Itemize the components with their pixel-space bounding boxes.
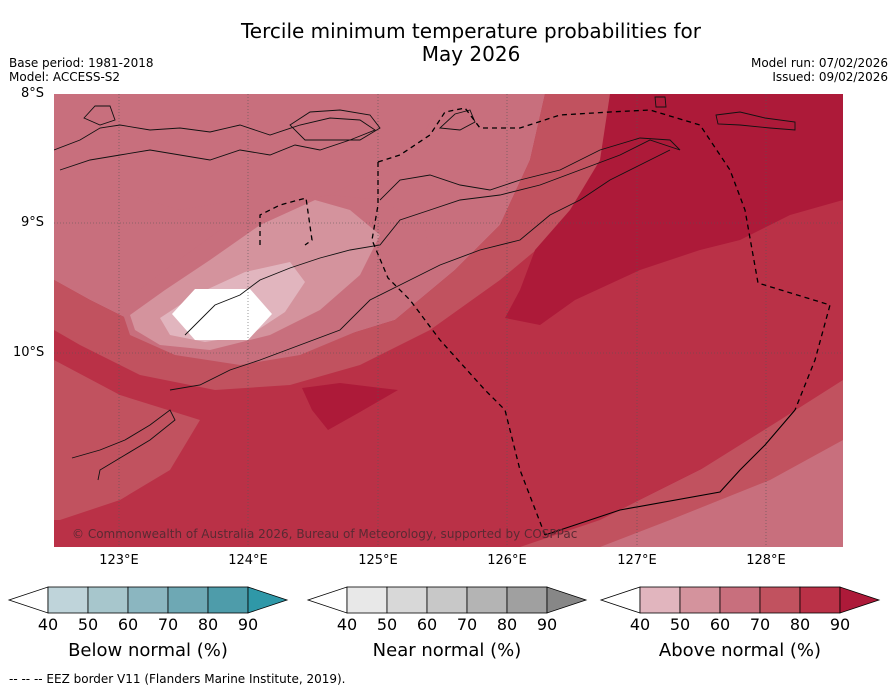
lat-label-9s: 9°S	[21, 215, 45, 230]
eez-border	[259, 107, 831, 536]
graticule	[54, 94, 843, 547]
region-90-plus-northeast	[505, 94, 843, 325]
lon-label-126e: 126°E	[487, 553, 527, 568]
colorbar-near-seg-5	[506, 586, 548, 614]
map-title-line2: May 2026	[421, 42, 521, 66]
near-tick-70: 70	[456, 615, 478, 634]
near-tick-40: 40	[336, 615, 358, 634]
colorbar-below-low-arrow	[7, 586, 49, 614]
islands-northeast	[715, 111, 796, 131]
eez-border-north	[377, 107, 831, 411]
near-tick-50: 50	[376, 615, 398, 634]
lon-label-125e: 125°E	[358, 553, 398, 568]
near-tick-80: 80	[496, 615, 518, 634]
lon-label-123e: 123°E	[99, 553, 139, 568]
map-title: Tercile minimum temperature probabilitie…	[0, 20, 896, 66]
map-title-line1: Tercile minimum temperature probabilitie…	[240, 19, 702, 43]
near-tick-60: 60	[416, 615, 438, 634]
below-normal-label: Below normal (%)	[68, 640, 228, 661]
colorbar-above-low-arrow	[599, 586, 641, 614]
timor-coast-south	[169, 149, 671, 391]
colorbar-near-seg-3	[426, 586, 468, 614]
meta-left: Base period: 1981-2018 Model: ACCESS-S2	[9, 56, 154, 84]
coastlines	[54, 96, 796, 481]
colorbar-above-seg-4	[759, 586, 801, 614]
colorbar-above	[599, 586, 881, 614]
colorbar-below-seg-4	[167, 586, 209, 614]
islet-north	[654, 96, 667, 108]
colorbar-above-seg-1	[639, 586, 681, 614]
colorbar-near-low-arrow	[306, 586, 348, 614]
model-run-text: Model run: 07/02/2026	[750, 56, 888, 70]
colorbar-below-seg-1	[47, 586, 89, 614]
below-tick-50: 50	[77, 615, 99, 634]
colorbar-near-seg-4	[466, 586, 508, 614]
small-island-west	[83, 105, 116, 126]
rote-sawu-coast	[71, 409, 176, 481]
above-tick-60: 60	[709, 615, 731, 634]
above-tick-80: 80	[789, 615, 811, 634]
probability-field	[54, 94, 843, 547]
model-text: Model: ACCESS-S2	[9, 70, 121, 84]
colorbar-below-high-arrow	[247, 586, 289, 614]
base-period-text: Base period: 1981-2018	[9, 56, 154, 70]
issued-text: Issued: 09/02/2026	[772, 70, 888, 84]
above-normal-label: Above normal (%)	[658, 640, 822, 661]
below-tick-90: 90	[237, 615, 259, 634]
above-tick-50: 50	[669, 615, 691, 634]
region-no-dominant	[172, 289, 272, 340]
lon-label-127e: 127°E	[617, 553, 657, 568]
near-normal-label: Near normal (%)	[372, 640, 522, 661]
copyright-text: © Commonwealth of Australia 2026, Bureau…	[72, 527, 578, 541]
region-70-80-se-band	[520, 380, 843, 547]
colorbar-near	[306, 586, 588, 614]
above-tick-90: 90	[829, 615, 851, 634]
lat-label-8s: 8°S	[21, 86, 45, 101]
colorbar-above-high-arrow	[839, 586, 881, 614]
colorbar-above-seg-3	[719, 586, 761, 614]
lon-label-124e: 124°E	[228, 553, 268, 568]
colorbar-near-seg-1	[346, 586, 388, 614]
region-70-80-ring	[54, 94, 610, 390]
colorbar-above-seg-2	[679, 586, 721, 614]
colorbar-near-high-arrow	[546, 586, 588, 614]
colorbar-below-seg-2	[87, 586, 129, 614]
below-tick-60: 60	[117, 615, 139, 634]
colorbar-above-seg-5	[799, 586, 841, 614]
lon-label-128e: 128°E	[746, 553, 786, 568]
above-tick-40: 40	[629, 615, 651, 634]
alor-coast	[289, 109, 381, 141]
colorbar-near-seg-2	[386, 586, 428, 614]
below-tick-40: 40	[37, 615, 59, 634]
region-60-70-southeast	[548, 390, 843, 547]
eez-note: -- -- -- EEZ border V11 (Flanders Marine…	[9, 672, 346, 686]
eez-border-west	[259, 197, 313, 246]
wetar-coast	[438, 109, 476, 131]
below-tick-80: 80	[197, 615, 219, 634]
lat-label-10s: 10°S	[13, 345, 45, 360]
colorbar-below-seg-3	[127, 586, 169, 614]
region-70-80-southwest	[54, 360, 200, 520]
colorbar-below	[7, 586, 289, 614]
near-tick-90: 90	[536, 615, 558, 634]
below-tick-70: 70	[157, 615, 179, 634]
above-tick-70: 70	[749, 615, 771, 634]
timor-coast-north	[184, 137, 681, 336]
eez-border-central	[371, 162, 546, 536]
meta-right: Model run: 07/02/2026 Issued: 09/02/2026	[751, 56, 888, 84]
eez-solid-segment	[544, 409, 796, 536]
region-90-plus-south	[302, 383, 398, 430]
colorbar-below-seg-5	[207, 586, 249, 614]
region-60-70-inner	[54, 94, 440, 210]
flores-coast	[54, 117, 376, 171]
